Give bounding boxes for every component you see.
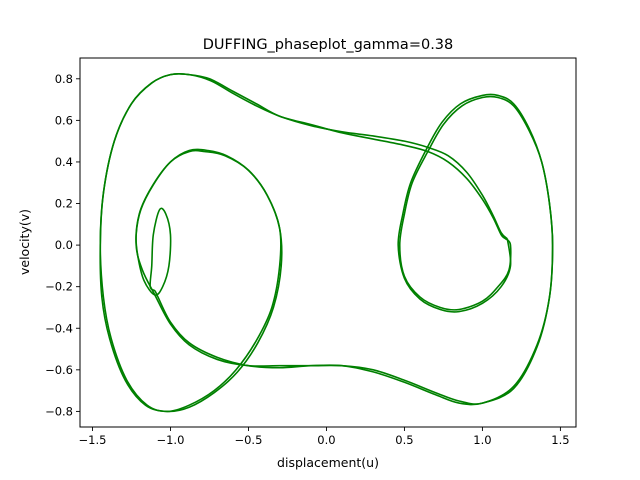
y-axis-label: velocity(v) <box>17 209 32 275</box>
x-tick-label: −1.5 <box>79 433 107 447</box>
trajectory-line-2 <box>99 72 554 413</box>
x-tick-label: 0.0 <box>317 433 335 447</box>
x-tick-label: 0.5 <box>395 433 413 447</box>
y-tick-label: 0.4 <box>55 155 73 169</box>
y-tick-label: 0.8 <box>55 72 73 86</box>
y-axis: −0.8 −0.6 −0.4 −0.2 0.0 0.2 0.4 0.6 0.8 <box>45 72 80 418</box>
y-tick-label: 0.6 <box>55 113 73 127</box>
y-tick-label: 0.2 <box>55 197 73 211</box>
plot-area <box>79 57 577 428</box>
y-tick-label: −0.8 <box>45 404 73 418</box>
y-tick-label: −0.6 <box>45 363 73 377</box>
x-tick-label: 1.5 <box>551 433 569 447</box>
x-axis: −1.5 −1.0 −0.5 0.0 0.5 1.0 1.5 <box>79 427 570 447</box>
y-tick-label: 0.0 <box>55 238 73 252</box>
series-layer <box>99 72 554 413</box>
x-tick-label: 1.0 <box>473 433 491 447</box>
y-tick-label: −0.4 <box>45 321 73 335</box>
y-tick-label: −0.2 <box>45 280 73 294</box>
x-tick-label: −0.5 <box>234 433 262 447</box>
x-tick-label: −1.0 <box>156 433 184 447</box>
axes-frame <box>79 57 577 428</box>
chart-title: DUFFING_phaseplot_gamma=0.38 <box>203 37 454 53</box>
x-axis-label: displacement(u) <box>277 455 379 470</box>
